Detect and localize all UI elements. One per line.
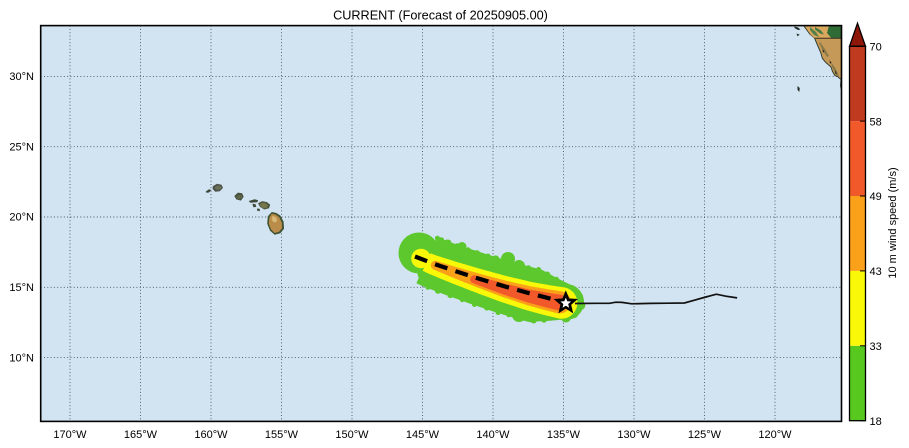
- svg-text:125°W: 125°W: [688, 429, 722, 441]
- svg-text:18: 18: [870, 416, 882, 428]
- svg-text:120°W: 120°W: [758, 429, 792, 441]
- svg-text:150°W: 150°W: [335, 429, 369, 441]
- svg-text:58: 58: [870, 116, 882, 128]
- svg-text:135°W: 135°W: [547, 429, 581, 441]
- svg-text:43: 43: [870, 266, 882, 278]
- svg-text:20°N: 20°N: [9, 212, 34, 224]
- svg-text:CURRENT (Forecast of 20250905.: CURRENT (Forecast of 20250905.00): [333, 9, 548, 23]
- svg-text:155°W: 155°W: [265, 429, 299, 441]
- svg-text:25°N: 25°N: [9, 141, 34, 153]
- svg-text:49: 49: [870, 191, 882, 203]
- svg-text:10 m wind speed (m/s): 10 m wind speed (m/s): [887, 167, 899, 278]
- svg-text:30°N: 30°N: [9, 71, 34, 83]
- svg-text:130°W: 130°W: [617, 429, 651, 441]
- svg-text:170°W: 170°W: [53, 429, 87, 441]
- svg-text:160°W: 160°W: [194, 429, 228, 441]
- svg-text:70: 70: [870, 42, 882, 54]
- svg-text:165°W: 165°W: [124, 429, 158, 441]
- svg-text:33: 33: [870, 341, 882, 353]
- svg-text:15°N: 15°N: [9, 282, 34, 294]
- svg-text:140°W: 140°W: [476, 429, 510, 441]
- svg-text:10°N: 10°N: [9, 352, 34, 364]
- svg-text:145°W: 145°W: [406, 429, 440, 441]
